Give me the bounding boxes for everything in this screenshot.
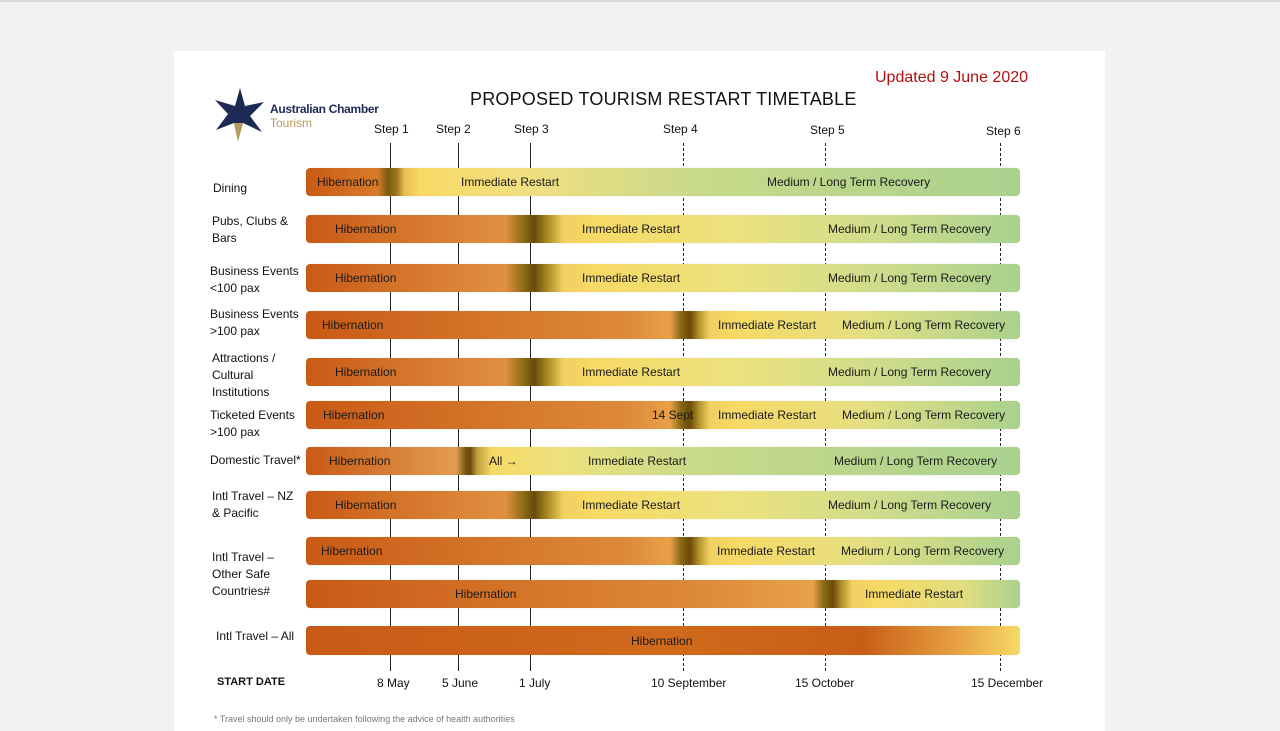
step-label-6: Step 6 (986, 124, 1021, 138)
timeline-bar-dining: Hibernation Immediate Restart Medium / L… (306, 168, 1020, 196)
segment-recovery: Medium / Long Term Recovery (828, 365, 992, 379)
timeline-bar-intl-nz: Hibernation Immediate Restart Medium / L… (306, 491, 1020, 519)
footnote: * Travel should only be undertaken follo… (214, 714, 515, 724)
start-date-label: START DATE (217, 676, 286, 688)
step-label-1: Step 1 (374, 122, 409, 136)
segment-immediate-restart: Immediate Restart (717, 544, 816, 558)
updated-date: Updated 9 June 2020 (875, 69, 1029, 86)
segment-immediate-restart: Immediate Restart (718, 408, 817, 422)
row-label-business-small: Business Events <100 pax (210, 264, 299, 295)
browser-top-border (0, 0, 1280, 2)
row-label-intl-nz: Intl Travel – NZ & Pacific (212, 489, 294, 520)
date-step-1: 8 May (377, 676, 410, 690)
segment-recovery: Medium / Long Term Recovery (828, 498, 992, 512)
date-step-6: 15 December (971, 676, 1044, 690)
timeline-bar-business-large: Hibernation Immediate Restart Medium / L… (306, 311, 1020, 339)
segment-all-arrow: All → (489, 454, 518, 468)
row-label-pubs: Pubs, Clubs & Bars (212, 214, 289, 245)
row-label-business-large: Business Events >100 pax (210, 307, 299, 338)
segment-recovery: Medium / Long Term Recovery (834, 454, 998, 468)
date-step-3: 1 July (519, 676, 551, 690)
segment-hibernation: Hibernation (335, 271, 397, 285)
timeline-bar-intl-other-lower: Hibernation Immediate Restart (306, 580, 1020, 608)
timeline-bar-business-small: Hibernation Immediate Restart Medium / L… (306, 264, 1020, 292)
segment-hibernation: Hibernation (329, 454, 391, 468)
segment-recovery: Medium / Long Term Recovery (828, 222, 992, 236)
row-label-ticketed: Ticketed Events >100 pax (210, 408, 295, 439)
segment-date-note: 14 Sept (652, 408, 694, 422)
date-step-5: 15 October (795, 676, 855, 690)
timeline-bar-attractions: Hibernation Immediate Restart Medium / L… (306, 358, 1020, 386)
timeline-bar-ticketed: Hibernation 14 Sept Immediate Restart Me… (306, 401, 1020, 429)
step-label-2: Step 2 (436, 122, 471, 136)
timeline-bar-intl-all: Hibernation (306, 626, 1020, 655)
segment-hibernation: Hibernation (335, 498, 397, 512)
segment-hibernation: Hibernation (455, 587, 517, 601)
segment-recovery: Medium / Long Term Recovery (828, 271, 992, 285)
timeline-bar-intl-other: Hibernation Immediate Restart Medium / L… (306, 537, 1020, 565)
logo-line-1: Australian Chamber (270, 102, 379, 116)
step-label-5: Step 5 (810, 123, 845, 137)
row-label-intl-other: Intl Travel – Other Safe Countries# (212, 550, 275, 598)
date-step-2: 5 June (442, 676, 479, 690)
date-step-4: 10 September (651, 676, 727, 690)
segment-immediate-restart: Immediate Restart (865, 587, 964, 601)
segment-hibernation: Hibernation (335, 222, 397, 236)
row-label-attractions: Attractions / Cultural Institutions (212, 351, 276, 399)
page-title: PROPOSED TOURISM RESTART TIMETABLE (470, 89, 857, 109)
row-label-intl-all: Intl Travel – All (216, 629, 295, 643)
segment-immediate-restart: Immediate Restart (582, 271, 681, 285)
segment-recovery: Medium / Long Term Recovery (767, 175, 931, 189)
segment-hibernation: Hibernation (323, 408, 385, 422)
segment-immediate-restart: Immediate Restart (582, 222, 681, 236)
step-label-3: Step 3 (514, 122, 549, 136)
logo-line-2: Tourism (270, 116, 313, 130)
row-label-dining: Dining (213, 181, 248, 195)
segment-recovery: Medium / Long Term Recovery (842, 318, 1006, 332)
segment-immediate-restart: Immediate Restart (718, 318, 817, 332)
segment-recovery: Medium / Long Term Recovery (842, 408, 1006, 422)
segment-recovery: Medium / Long Term Recovery (841, 544, 1005, 558)
segment-hibernation: Hibernation (321, 544, 383, 558)
timeline-bar-domestic: Hibernation All → Immediate Restart Medi… (306, 447, 1020, 475)
segment-immediate-restart: Immediate Restart (588, 454, 687, 468)
row-label-domestic: Domestic Travel* (210, 453, 301, 467)
segment-immediate-restart: Immediate Restart (582, 365, 681, 379)
segment-immediate-restart: Immediate Restart (461, 175, 560, 189)
segment-hibernation: Hibernation (631, 634, 693, 648)
logo: Australian Chamber Tourism (212, 86, 379, 142)
document-page (174, 51, 1105, 731)
star-icon (215, 88, 264, 141)
segment-hibernation: Hibernation (317, 175, 379, 189)
segment-hibernation: Hibernation (335, 365, 397, 379)
segment-immediate-restart: Immediate Restart (582, 498, 681, 512)
segment-hibernation: Hibernation (322, 318, 384, 332)
step-label-4: Step 4 (663, 122, 698, 136)
timeline-bar-pubs: Hibernation Immediate Restart Medium / L… (306, 215, 1020, 243)
